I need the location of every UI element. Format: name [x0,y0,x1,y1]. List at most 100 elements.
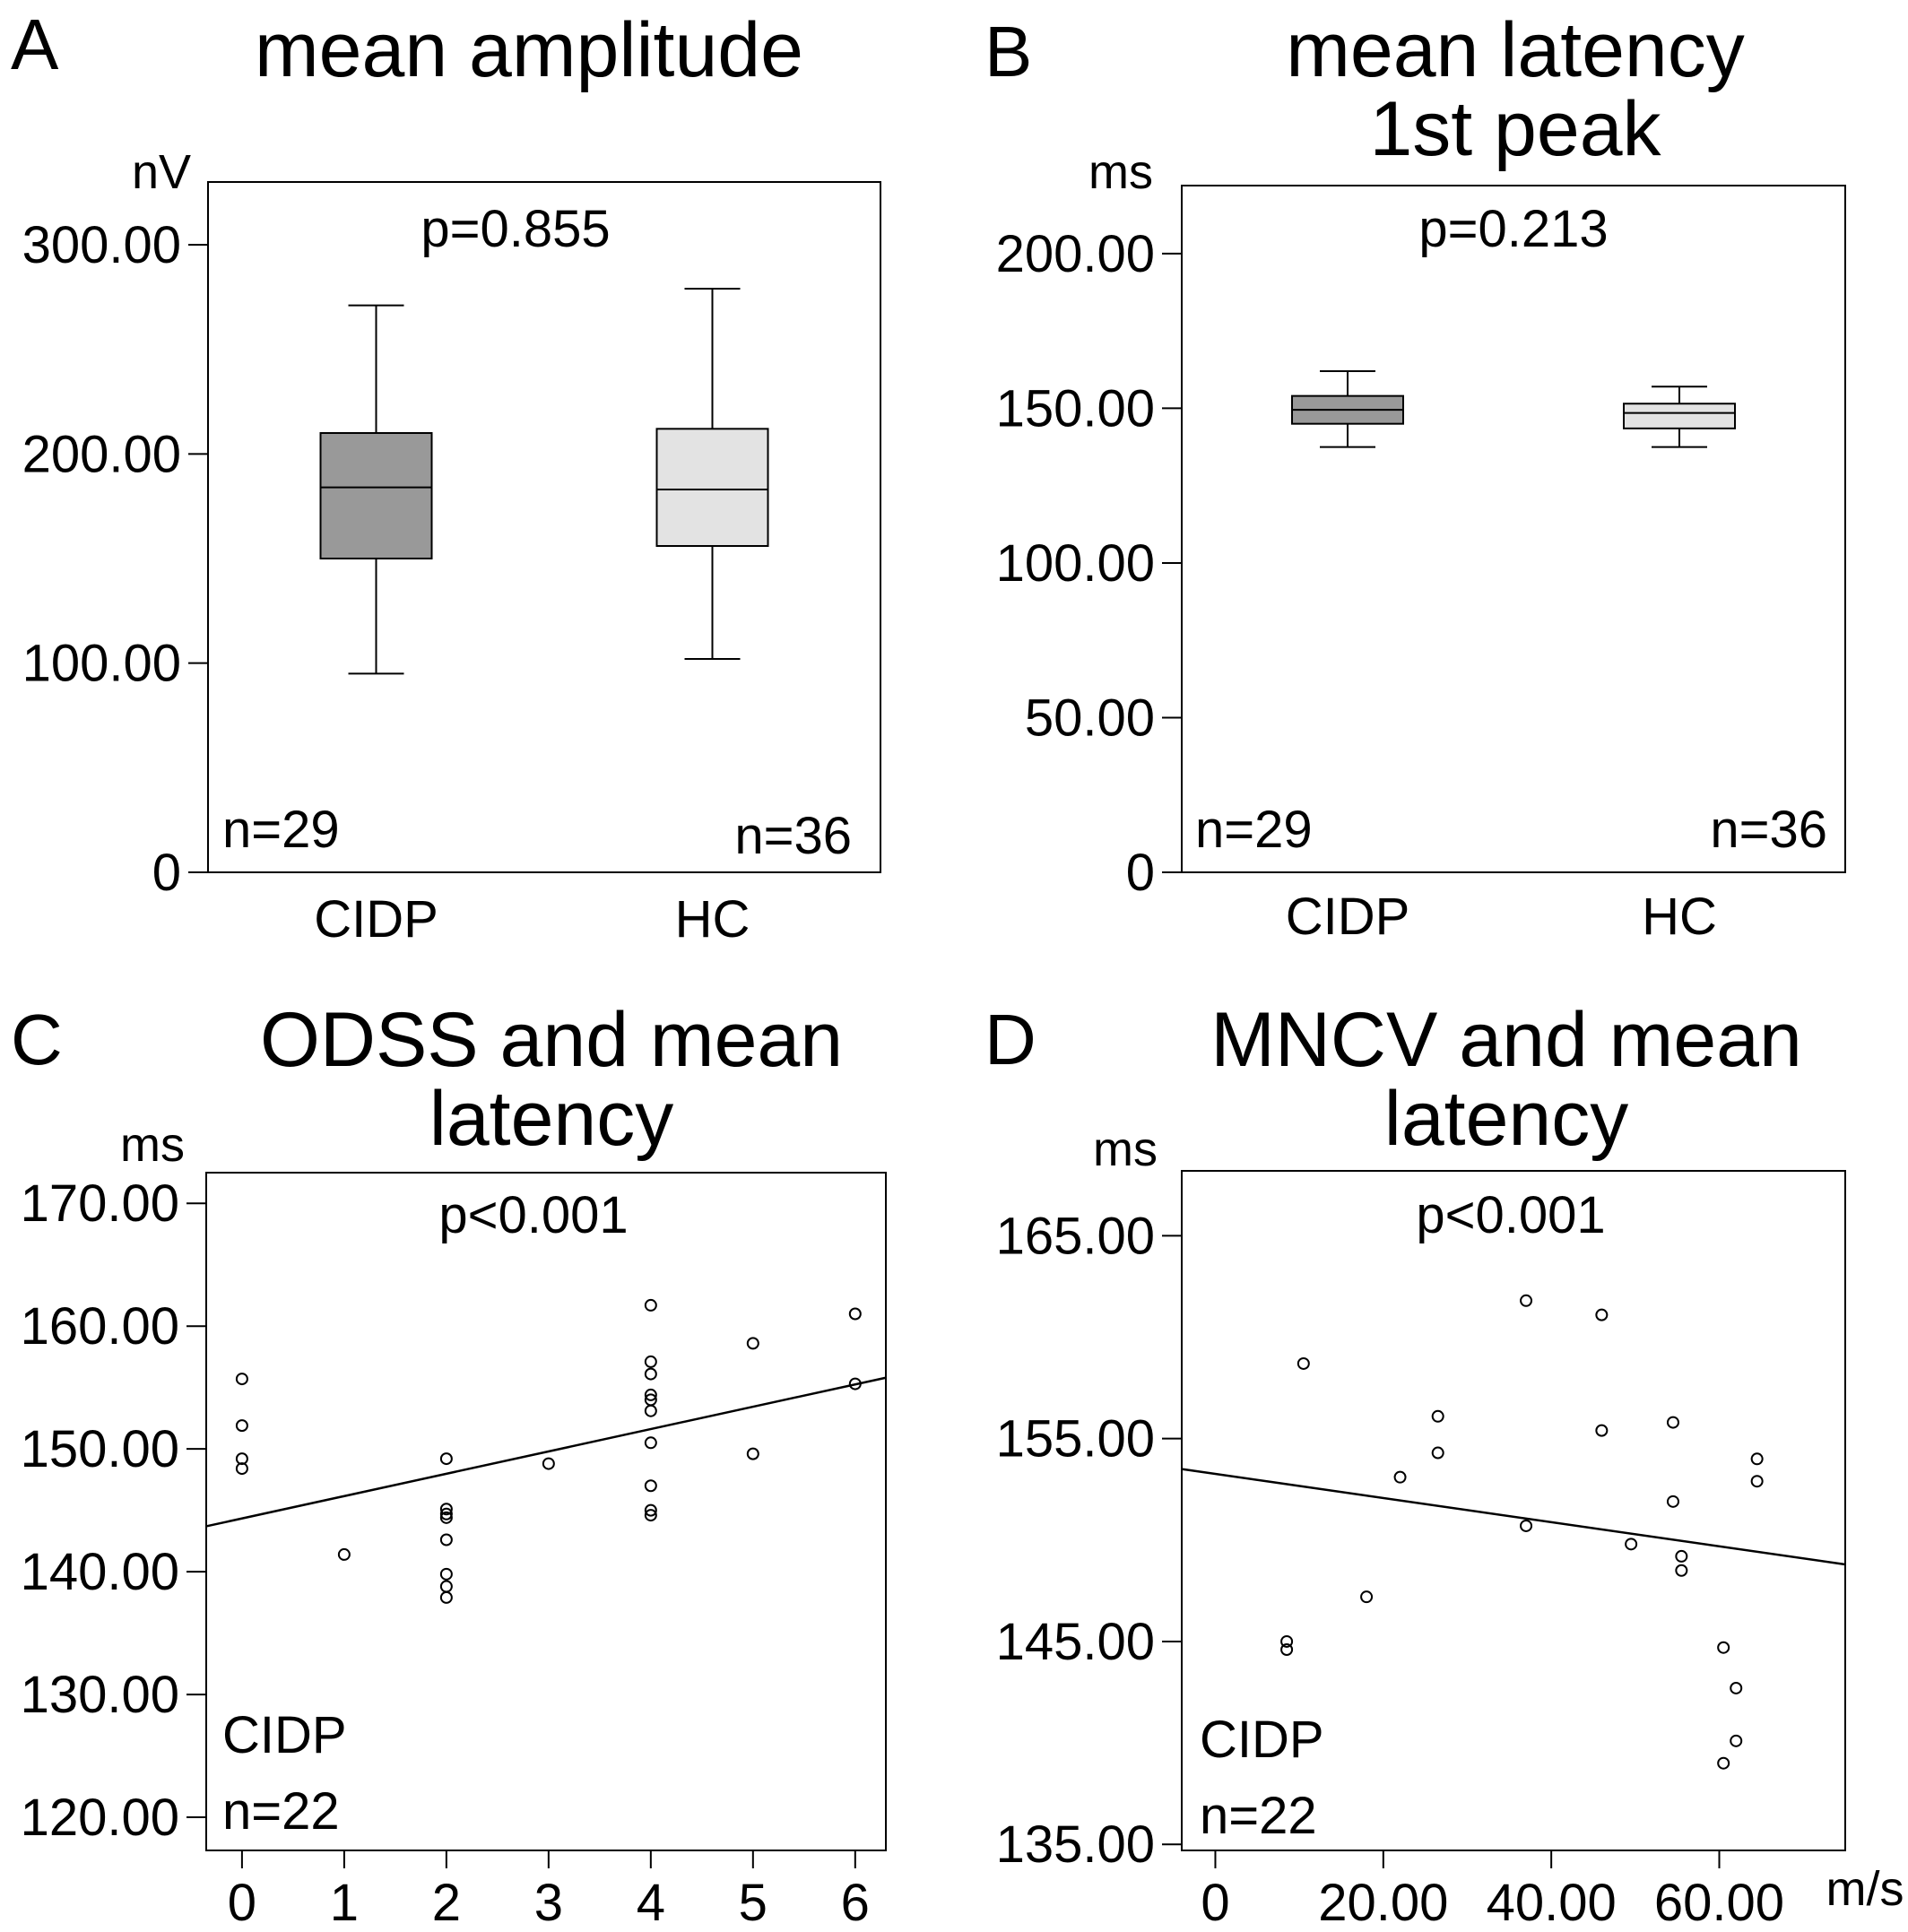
data-point [1717,1641,1730,1654]
iqr-box [319,432,433,559]
x-tick-label: 6 [841,1874,870,1932]
panel-letter-c: C [11,1000,63,1079]
n-annotation-left: n=29 [1195,801,1313,859]
y-tick-label: 0 [1126,844,1155,902]
regression-line [205,1376,887,1528]
y-tick-label: 150.00 [21,1420,179,1478]
x-category-label: CIDP [1286,888,1410,946]
x-tick-label: 5 [739,1874,768,1932]
data-point [1297,1356,1310,1370]
y-tick-label: 155.00 [996,1410,1155,1468]
y-tick-label: 120.00 [21,1789,179,1847]
p-value-annotation: p<0.001 [438,1186,628,1244]
data-point [439,1590,453,1604]
y-tick-label: 50.00 [1025,689,1155,747]
x-tick-label: 40.00 [1487,1874,1617,1932]
data-point [1520,1519,1533,1532]
data-point [1717,1756,1730,1770]
chart-b: 0 50.00 100.00 150.00 200.00 ms p=0.213 CIDP HC n… [996,145,1846,946]
data-point [644,1503,657,1517]
data-point [439,1533,453,1546]
data-point [1625,1538,1638,1551]
box-hc [655,288,769,660]
data-point [1595,1308,1609,1321]
y-axis-unit: ms [1088,145,1153,199]
data-point [1393,1470,1407,1484]
data-point [1666,1416,1679,1429]
data-point [1675,1564,1688,1577]
y-tick-label: 140.00 [21,1543,179,1601]
y-axis-unit: ms [1093,1122,1158,1176]
panel-letter-b: B [984,12,1033,91]
data-point [337,1547,351,1561]
x-tick-label: 2 [432,1874,461,1932]
data-point [235,1462,248,1476]
data-point [644,1509,657,1522]
data-point [1431,1446,1444,1460]
data-point [644,1436,657,1450]
y-tick-label: 200.00 [22,425,181,483]
data-point [1360,1590,1374,1604]
panel-letter-a: A [11,4,59,84]
n-annotation: n=22 [222,1782,340,1841]
x-category-label: CIDP [314,890,438,949]
y-tick-label: 145.00 [996,1613,1155,1671]
x-tick-label: 0 [1201,1874,1229,1932]
box-cidp [1291,370,1404,448]
data-point [644,1298,657,1312]
data-point [1730,1734,1743,1747]
x-tick-label: 4 [637,1874,665,1932]
data-point [1730,1681,1743,1694]
x-axis-unit: m/s [1826,1862,1904,1916]
data-point [1595,1424,1609,1437]
y-tick-label: 0 [152,844,181,902]
y-tick-label: 160.00 [21,1297,179,1356]
data-point [439,1452,453,1466]
data-point [439,1567,453,1581]
y-tick-label: 130.00 [21,1666,179,1724]
x-tick-label: 60.00 [1654,1874,1784,1932]
plot-frame [207,181,881,873]
x-tick-label: 0 [228,1874,256,1932]
x-tick-label: 1 [330,1874,359,1932]
y-tick-label: 150.00 [996,379,1155,438]
data-point [439,1580,453,1593]
iqr-box [1623,403,1736,429]
group-annotation: CIDP [1200,1711,1324,1769]
x-category-label: HC [675,890,750,949]
data-point [439,1511,453,1524]
panel-title-d: MNCV and mean latency [1210,997,1802,1162]
data-point [1675,1549,1688,1563]
data-point [439,1503,453,1516]
data-point [644,1479,657,1493]
y-tick-label: 165.00 [996,1207,1155,1265]
data-point [1431,1409,1444,1423]
y-tick-label: 135.00 [996,1815,1155,1874]
x-tick-label: 3 [534,1874,563,1932]
data-point [235,1373,248,1386]
data-point [1280,1642,1294,1656]
panel-title-a: mean amplitude [255,7,803,93]
chart-d: 135.00 145.00 155.00 165.00 ms p<0.001 0 20.00 4… [996,1122,1904,1932]
n-annotation-right: n=36 [734,807,852,865]
data-point [542,1457,555,1470]
data-point [1666,1494,1679,1508]
data-point [1520,1294,1533,1307]
p-value-annotation: p=0.855 [421,200,610,258]
x-category-label: HC [1642,888,1717,946]
group-annotation: CIDP [222,1706,347,1764]
iqr-box [655,428,769,548]
y-axis-unit: ms [120,1118,185,1172]
panel-title-b: mean latency 1st peak [1286,7,1745,172]
data-point [848,1307,862,1321]
data-point [644,1404,657,1417]
data-point [644,1367,657,1381]
plot-frame [205,1172,887,1851]
plot-frame [1181,185,1846,873]
data-point [1750,1475,1764,1488]
data-point [235,1419,248,1433]
data-point [1280,1634,1294,1648]
p-value-annotation: p<0.001 [1416,1186,1605,1244]
